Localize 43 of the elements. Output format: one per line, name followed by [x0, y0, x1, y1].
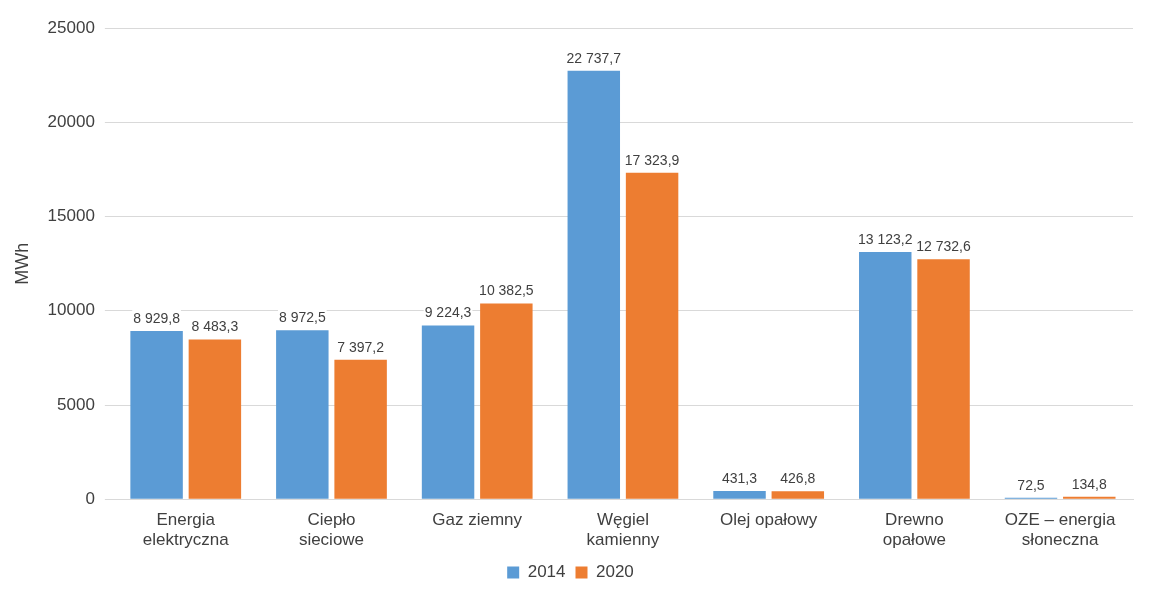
bar — [771, 491, 825, 499]
x-tick-label: Olej opałowy — [720, 510, 818, 530]
data-label: 8 929,8 — [133, 309, 181, 326]
bar — [713, 491, 766, 499]
data-label: 8 483,3 — [191, 318, 239, 335]
bar — [276, 330, 329, 499]
bar — [130, 330, 183, 499]
bar — [625, 172, 679, 499]
y-tick-label: 10000 — [47, 300, 95, 320]
x-tick-label: Ciepło sieciowe — [298, 510, 365, 550]
bar — [567, 70, 621, 499]
bar — [1063, 496, 1116, 499]
data-label: 9 224,3 — [424, 304, 472, 321]
data-label: 8 972,5 — [278, 309, 326, 326]
data-label: 13 123,2 — [858, 230, 913, 247]
legend-label: 2020 — [596, 562, 634, 582]
data-label: 22 737,7 — [566, 49, 622, 66]
x-tick-label: Węgiel kamienny — [586, 510, 660, 550]
bar — [917, 259, 970, 499]
y-tick-label: 5000 — [57, 394, 95, 414]
y-tick-label: 20000 — [47, 112, 95, 132]
bar — [480, 303, 533, 499]
bar — [421, 325, 475, 499]
x-tick-label: OZE – energia słoneczna — [1004, 510, 1116, 550]
bar — [859, 251, 912, 499]
y-axis-title: MWh — [11, 242, 32, 285]
y-tick-label: 25000 — [47, 17, 95, 37]
data-label: 7 397,2 — [337, 338, 385, 355]
data-label: 431,3 — [722, 469, 758, 486]
x-tick-label: Drewno opałowe — [882, 510, 947, 550]
bar — [334, 359, 387, 499]
data-label: 72,5 — [1017, 476, 1045, 493]
bar — [188, 339, 242, 499]
x-tick-label: Gaz ziemny — [432, 510, 523, 530]
data-label: 17 323,9 — [624, 151, 680, 168]
data-label: 426,8 — [780, 470, 816, 487]
data-label: 12 732,6 — [916, 238, 972, 255]
legend-label: 2014 — [527, 562, 566, 582]
data-label: 10 382,5 — [479, 282, 534, 299]
data-label: 134,8 — [1071, 475, 1107, 492]
x-tick-label: Energia elektryczna — [142, 510, 230, 550]
y-tick-label: 15000 — [47, 206, 95, 226]
y-tick-label: 0 — [85, 488, 95, 508]
